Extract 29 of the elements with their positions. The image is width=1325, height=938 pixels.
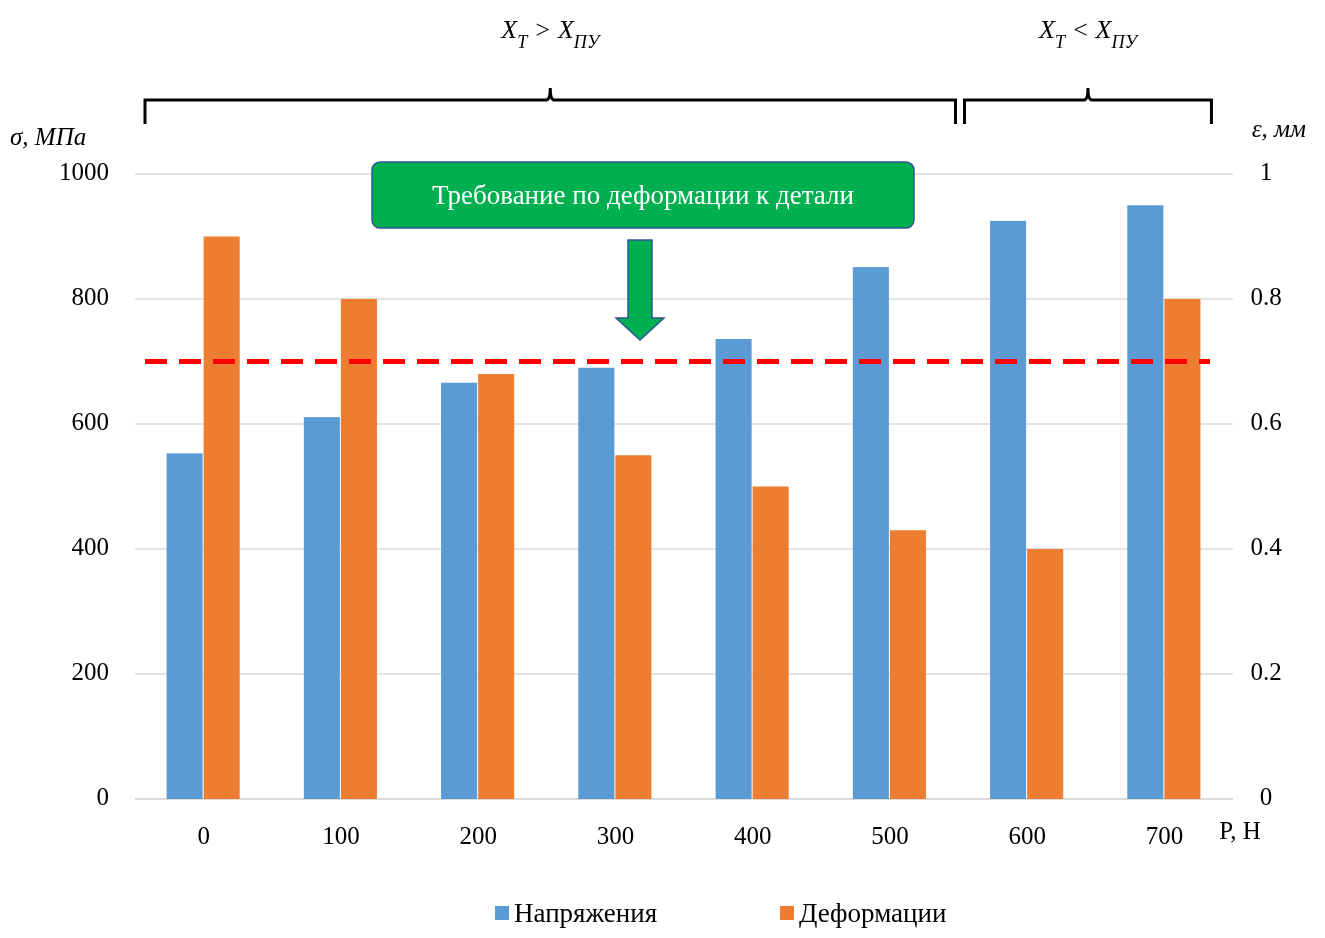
legend-label: Напряжения [514,898,658,928]
bar [990,220,1027,799]
x-tick-label: 200 [459,822,497,849]
y2-tick-label: 0 [1259,782,1273,810]
x-axis-title: P, Н [1219,817,1261,844]
text: X$_{Т}$ > X$_{ПУ}$ [500,15,602,52]
text: X$_{Т}$ < X$_{ПУ}$ [1038,15,1140,52]
x-tick-label: 300 [596,822,635,849]
x-tick-label: 100 [322,822,360,849]
legend-label: Деформации [799,898,947,928]
annotation: Требование по деформации к детали [432,180,854,210]
x-tick-label: 700 [1145,822,1184,849]
y-axis-title: σ, МПа [10,123,87,150]
y2-axis-title: ε, мм [1251,115,1307,142]
x-tick-label: 600 [1008,822,1046,849]
y-tick-label: 0 [96,782,109,810]
y2-tick-label: 0.2 [1250,657,1282,685]
y-tick-label: 400 [71,532,109,560]
x-tick-label: 0 [197,822,210,849]
y-tick-label: 600 [71,407,109,435]
y2-tick-label: 0.8 [1250,282,1282,310]
y-tick-label: 800 [71,282,109,310]
y-tick-label: 1000 [59,157,109,185]
y2-tick-label: 0.4 [1250,532,1283,560]
x-tick-label: 500 [871,822,909,849]
y-tick-label: 200 [71,657,109,685]
y2-tick-label: 0.6 [1250,407,1282,435]
x-tick-label: 400 [733,822,772,849]
y2-tick-label: 1 [1259,157,1273,185]
